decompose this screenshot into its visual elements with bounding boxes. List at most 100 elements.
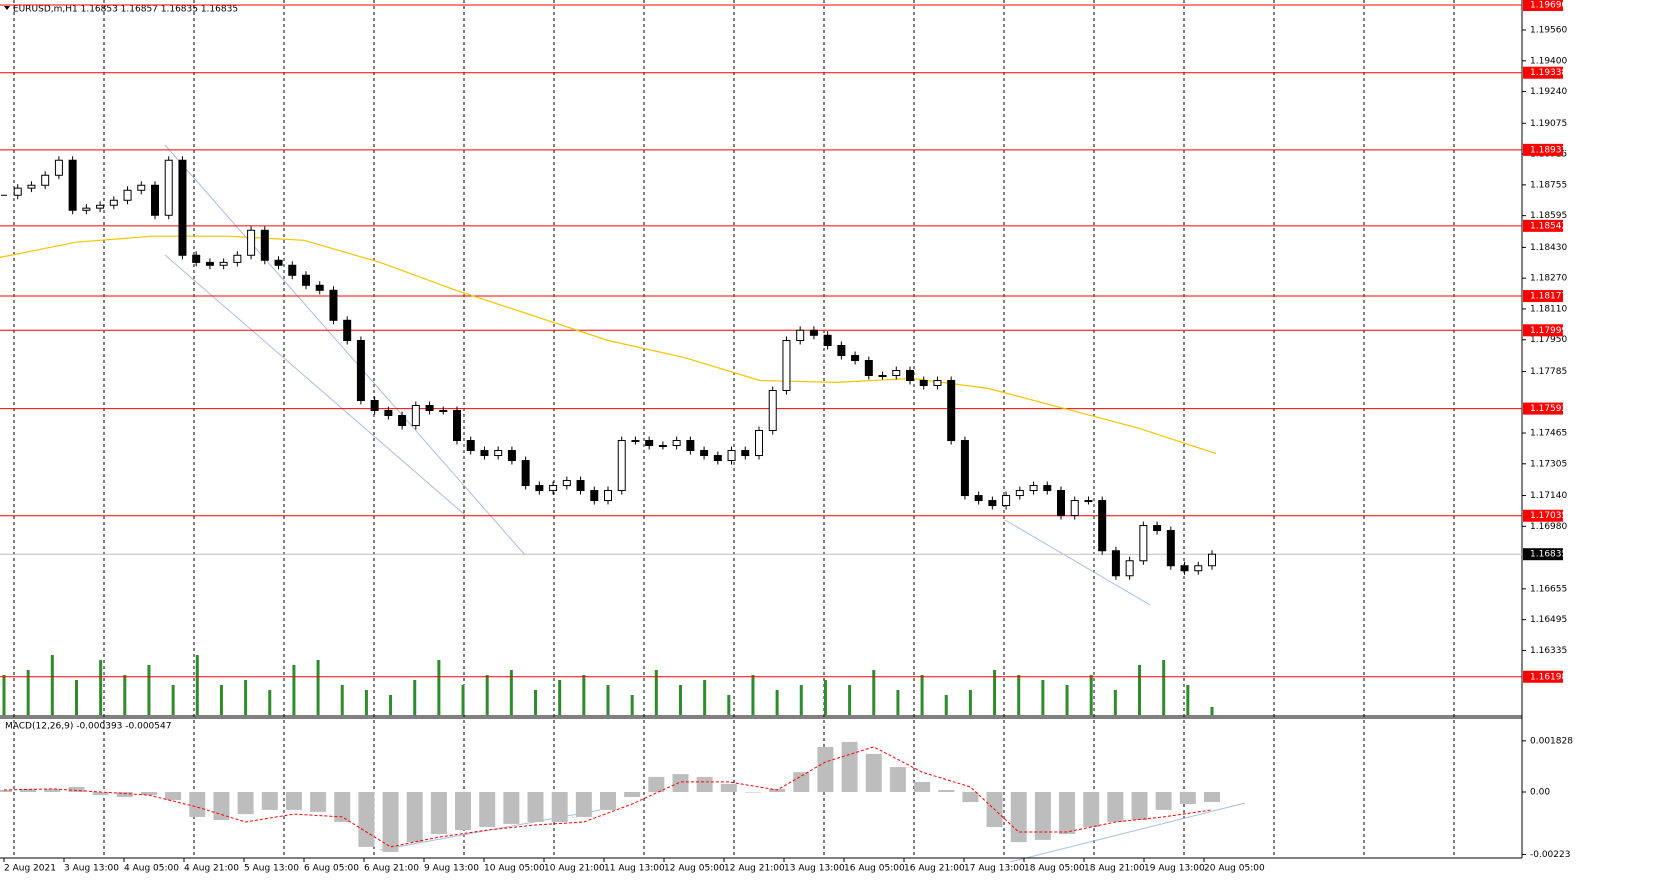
volume-bar xyxy=(2,675,6,715)
macd-bar xyxy=(503,792,520,824)
volume-bar xyxy=(219,685,223,715)
candle xyxy=(864,360,873,377)
trend-line xyxy=(1004,519,1151,606)
candle xyxy=(370,400,379,412)
volume-bar xyxy=(727,695,731,715)
x-tick-label: 12 Aug 21:00 xyxy=(724,864,785,874)
macd-bar xyxy=(455,792,472,831)
macd-bar xyxy=(575,792,592,817)
candle xyxy=(645,440,654,447)
level-label-box xyxy=(1523,66,1563,79)
x-tick-label: 12 Aug 05:00 xyxy=(664,864,725,874)
candle xyxy=(1029,485,1038,492)
macd-bar xyxy=(938,790,955,793)
macd-bar xyxy=(527,792,544,822)
macd-bar xyxy=(44,788,61,793)
macd-bar xyxy=(817,746,834,793)
y-tick-label: 1.19240 xyxy=(1530,87,1567,97)
level-label: 1.19690 xyxy=(1530,1,1567,11)
x-tick-label: 2 Aug 2021 xyxy=(4,864,56,874)
level-label-box xyxy=(1523,290,1563,303)
y-tick-label: 0.00 xyxy=(1530,788,1550,798)
candle xyxy=(617,440,626,492)
macd-bar xyxy=(92,792,109,796)
x-tick-label: 4 Aug 05:00 xyxy=(124,864,179,874)
macd-bar xyxy=(406,792,423,843)
volume-bar xyxy=(1089,675,1093,715)
level-label: 1.17035 xyxy=(1530,511,1567,521)
candle xyxy=(151,184,159,216)
candle xyxy=(178,159,187,256)
macd-bar xyxy=(720,783,737,793)
candle xyxy=(1002,495,1011,507)
candle xyxy=(1180,565,1189,572)
volume-bar xyxy=(799,685,803,715)
channel-line xyxy=(164,254,466,516)
candle xyxy=(1166,530,1175,567)
candle xyxy=(233,254,242,263)
macd-bar xyxy=(430,792,447,835)
candle xyxy=(906,370,914,382)
candle xyxy=(562,480,571,487)
candle xyxy=(494,450,503,457)
candle xyxy=(1111,550,1120,577)
volume-bar xyxy=(461,685,465,715)
volume-bar xyxy=(340,685,344,715)
candle xyxy=(302,274,310,286)
candle xyxy=(96,204,105,209)
x-tick-label: 4 Aug 21:00 xyxy=(184,864,239,874)
candle xyxy=(247,229,256,256)
macd-bar xyxy=(1083,792,1100,828)
y-tick-label: 1.16495 xyxy=(1530,615,1567,625)
macd-bar xyxy=(165,792,182,801)
candle xyxy=(755,430,763,457)
candle xyxy=(1125,560,1134,577)
y-tick-label: 1.19400 xyxy=(1530,56,1567,66)
level-label-box xyxy=(1523,670,1563,683)
candle xyxy=(631,440,640,443)
candle xyxy=(315,284,324,291)
volume-bar xyxy=(99,660,103,715)
level-label-box xyxy=(1523,0,1563,12)
volume-bar xyxy=(485,675,489,715)
candle xyxy=(878,375,887,378)
level-label: 1.17999 xyxy=(1530,326,1567,336)
x-tick-label: 16 Aug 21:00 xyxy=(904,864,965,874)
candle xyxy=(1015,490,1024,497)
candle xyxy=(672,440,681,447)
volume-bar xyxy=(74,680,78,715)
macd-bar xyxy=(334,792,351,822)
macd-bar xyxy=(962,792,979,803)
candle xyxy=(851,354,860,362)
x-tick-label: 6 Aug 21:00 xyxy=(364,864,419,874)
x-tick-label: 10 Aug 05:00 xyxy=(484,864,545,874)
candle xyxy=(1084,500,1093,503)
volume-bar xyxy=(1138,665,1142,715)
macd-bar xyxy=(696,776,713,793)
volume-bar xyxy=(509,670,513,715)
y-tick-label: 1.16980 xyxy=(1530,522,1567,532)
candle xyxy=(384,410,393,417)
level-label: 1.18177 xyxy=(1530,292,1567,302)
volume-bar xyxy=(1186,685,1190,715)
level-label: 1.16198 xyxy=(1530,672,1567,682)
volume-bar xyxy=(195,655,199,715)
candle xyxy=(590,490,599,502)
macd-bar xyxy=(1131,792,1148,821)
x-tick-label: 13 Aug 13:00 xyxy=(784,864,845,874)
candle xyxy=(727,450,736,462)
y-tick-label: 0.001828 xyxy=(1530,736,1573,746)
candle xyxy=(41,174,50,186)
candle xyxy=(329,289,338,321)
macd-signal xyxy=(3,746,1213,848)
channel-line xyxy=(164,144,526,556)
y-tick-label: 1.17140 xyxy=(1530,491,1567,501)
level-label-box xyxy=(1523,324,1563,337)
macd-bar xyxy=(793,772,810,793)
candle xyxy=(933,380,942,387)
volume-bar xyxy=(364,690,368,715)
x-tick-label: 20 Aug 05:00 xyxy=(1204,864,1265,874)
candle xyxy=(796,329,805,341)
y-tick-label: 1.17785 xyxy=(1530,367,1567,377)
